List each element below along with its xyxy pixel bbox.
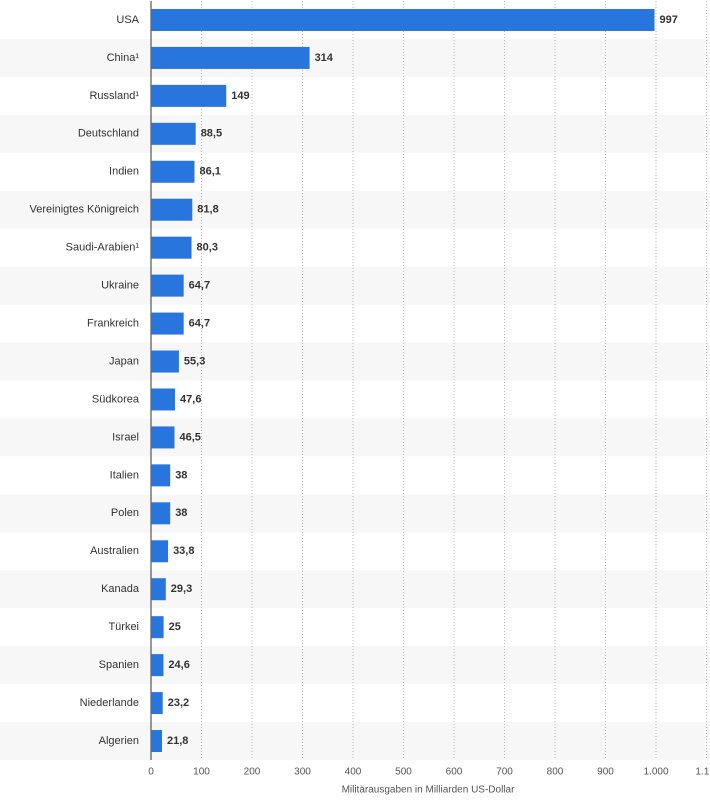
y-tick-label: Kanada [101, 583, 140, 595]
row-band [0, 266, 710, 305]
bar [151, 274, 184, 297]
value-label: 314 [315, 52, 334, 64]
x-axis-label: Militärausgaben in Milliarden US-Dollar [342, 785, 516, 796]
y-tick-label: Türkei [108, 621, 139, 633]
bar [151, 198, 193, 221]
x-tick-label: 1.1... [695, 767, 710, 778]
row-band [0, 722, 710, 760]
y-tick-label: Italien [110, 469, 139, 481]
y-tick-label: Saudi-Arabien¹ [66, 242, 140, 254]
row-band [0, 494, 710, 533]
bar [151, 464, 171, 487]
x-tick-label: 400 [345, 767, 362, 778]
value-label: 81,8 [197, 204, 218, 216]
bar [151, 46, 310, 69]
y-tick-label: Algerien [99, 735, 139, 747]
value-label: 21,8 [167, 735, 188, 747]
bar [151, 84, 227, 107]
y-tick-label: Russland¹ [89, 90, 139, 102]
y-tick-label: Polen [111, 507, 139, 519]
x-tick-label: 100 [193, 767, 210, 778]
bar [151, 654, 164, 677]
bar [151, 388, 176, 411]
value-label: 47,6 [180, 393, 201, 405]
x-tick-label: 0 [148, 767, 154, 778]
row-band [0, 342, 710, 381]
y-tick-label: China¹ [107, 52, 140, 64]
y-tick-label: Niederlande [80, 697, 139, 709]
row-band [0, 38, 710, 77]
row-band [0, 114, 710, 153]
bar [151, 426, 175, 449]
row-band [0, 190, 710, 229]
bar [151, 578, 166, 601]
bar [151, 692, 163, 715]
x-tick-label: 800 [547, 767, 564, 778]
value-label: 64,7 [189, 317, 210, 329]
x-tick-label: 900 [597, 767, 614, 778]
value-label: 33,8 [173, 545, 194, 557]
value-label: 80,3 [197, 242, 218, 254]
y-tick-label: Südkorea [92, 393, 140, 405]
bar [151, 502, 171, 525]
value-label: 64,7 [189, 280, 210, 292]
value-label: 24,6 [168, 659, 189, 671]
y-tick-label: Indien [109, 166, 139, 178]
y-tick-label: Israel [112, 431, 139, 443]
x-tick-label: 1.000 [643, 767, 668, 778]
bar [151, 160, 195, 183]
value-label: 29,3 [171, 583, 192, 595]
value-label: 86,1 [199, 166, 220, 178]
y-tick-label: Frankreich [87, 317, 139, 329]
bar [151, 540, 169, 563]
y-tick-label: Deutschland [78, 128, 139, 140]
value-label: 149 [231, 90, 249, 102]
bar [151, 730, 163, 753]
value-label: 38 [175, 469, 187, 481]
bar [151, 236, 192, 259]
value-label: 23,2 [168, 697, 189, 709]
x-tick-label: 500 [395, 767, 412, 778]
value-label: 997 [659, 14, 677, 26]
y-tick-label: USA [116, 14, 139, 26]
row-band [0, 418, 710, 457]
y-tick-label: Vereinigtes Königreich [30, 204, 139, 216]
value-label: 88,5 [201, 128, 222, 140]
x-tick-label: 200 [244, 767, 261, 778]
y-tick-label: Japan [109, 355, 139, 367]
value-label: 46,5 [179, 431, 200, 443]
row-band [0, 646, 710, 685]
bar [151, 8, 655, 31]
bar [151, 312, 184, 335]
value-label: 55,3 [184, 355, 205, 367]
y-tick-label: Spanien [99, 659, 139, 671]
y-tick-label: Ukraine [101, 280, 139, 292]
x-tick-label: 300 [294, 767, 311, 778]
value-label: 38 [175, 507, 187, 519]
bar [151, 350, 179, 373]
x-tick-label: 700 [496, 767, 513, 778]
y-tick-label: Australien [90, 545, 139, 557]
value-label: 25 [169, 621, 181, 633]
x-tick-label: 600 [446, 767, 463, 778]
row-band [0, 570, 710, 609]
bar [151, 616, 164, 639]
bar [151, 122, 196, 145]
